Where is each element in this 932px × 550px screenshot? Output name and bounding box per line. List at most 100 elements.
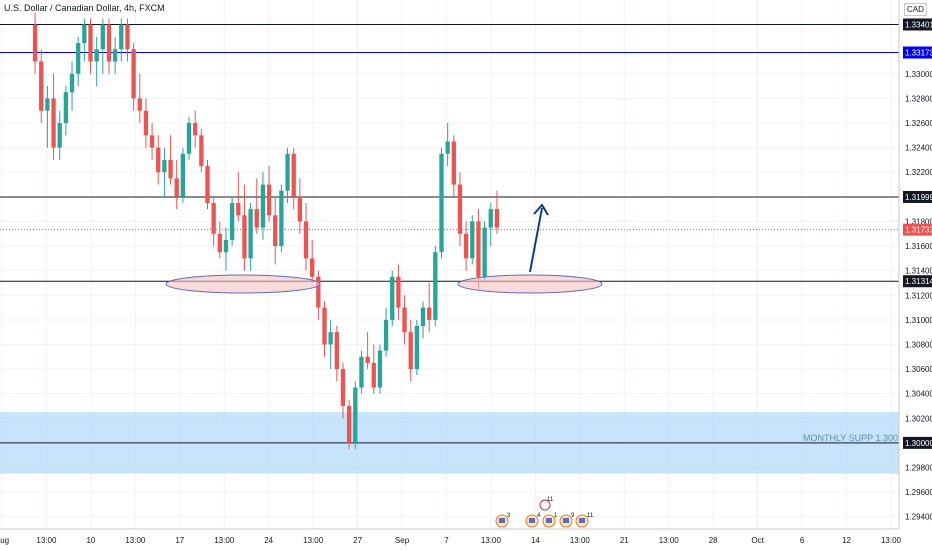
candle[interactable]	[119, 18, 124, 62]
candle[interactable]	[291, 147, 296, 210]
candle[interactable]	[414, 319, 420, 376]
candle[interactable]	[482, 221, 487, 283]
candle[interactable]	[359, 350, 364, 394]
economic-event-icon[interactable]: 9	[559, 513, 575, 528]
candle[interactable]	[316, 270, 321, 320]
candle[interactable]	[390, 270, 395, 327]
candle-body	[433, 252, 438, 320]
candle[interactable]	[334, 326, 339, 382]
candle[interactable]	[439, 147, 444, 259]
economic-event-icon[interactable]: 4	[525, 513, 541, 528]
candle[interactable]	[254, 178, 259, 234]
candle[interactable]	[402, 295, 407, 345]
economic-event-icon[interactable]: 11	[539, 497, 554, 511]
candle[interactable]	[143, 98, 149, 148]
candle[interactable]	[32, 12, 38, 74]
currency-label[interactable]: CAD	[904, 3, 927, 16]
candle[interactable]	[353, 381, 358, 450]
price-level-tag	[903, 436, 932, 449]
candle[interactable]	[229, 196, 235, 247]
price-tick-label: 1.30600	[905, 365, 932, 374]
price-axis[interactable]: 1.334001.330001.328001.326001.324001.322…	[903, 18, 932, 522]
economic-event-icon[interactable]: 11	[575, 513, 594, 528]
candle[interactable]	[260, 172, 266, 240]
candle[interactable]	[94, 36, 99, 87]
time-tick-label: Aug	[0, 536, 9, 545]
support-ellipse-left[interactable]	[165, 274, 321, 294]
candle[interactable]	[39, 49, 44, 124]
time-tick-label: 13:00	[214, 536, 235, 545]
economic-event-icon[interactable]: 1	[542, 513, 558, 528]
candle[interactable]	[156, 135, 161, 185]
time-axis[interactable]: Aug 13:00 10 13:00 17 13:00 24 13:00 27 Sep 7 13:00…	[0, 536, 902, 545]
candle[interactable]	[205, 159, 210, 210]
candle[interactable]	[149, 123, 155, 160]
time-tick-label: 13:00	[881, 536, 902, 545]
candle[interactable]	[488, 202, 493, 247]
candle[interactable]	[433, 246, 438, 327]
candle[interactable]	[396, 264, 401, 320]
candle[interactable]	[427, 282, 432, 333]
candle[interactable]	[285, 147, 290, 203]
event-markers[interactable]: 3 4 1 9 11 11	[495, 497, 594, 528]
candle[interactable]	[476, 209, 481, 290]
candle[interactable]	[279, 184, 284, 253]
candle[interactable]	[174, 159, 179, 210]
candle-body	[223, 239, 229, 253]
candle[interactable]	[51, 73, 56, 160]
up-arrow-annotation[interactable]	[529, 203, 549, 273]
candle[interactable]	[445, 123, 450, 167]
candle[interactable]	[162, 147, 167, 197]
candle[interactable]	[168, 135, 173, 185]
candle[interactable]	[457, 172, 463, 247]
candle[interactable]	[322, 301, 327, 357]
candle[interactable]	[112, 36, 118, 74]
candle[interactable]	[310, 239, 315, 283]
candle[interactable]	[106, 18, 112, 74]
candle[interactable]	[76, 36, 81, 87]
candle[interactable]	[223, 227, 229, 271]
candle[interactable]	[297, 178, 303, 234]
candle[interactable]	[303, 202, 309, 271]
candle[interactable]	[193, 110, 198, 148]
candle[interactable]	[494, 190, 500, 234]
price-tick-label: 1.33000	[905, 70, 932, 79]
candle[interactable]	[377, 344, 383, 394]
economic-event-icon[interactable]: 3	[495, 513, 511, 528]
candle[interactable]	[82, 18, 87, 62]
candle[interactable]	[463, 221, 469, 271]
candle[interactable]	[69, 61, 75, 111]
candle[interactable]	[273, 196, 278, 265]
candle[interactable]	[328, 319, 333, 370]
candle[interactable]	[186, 116, 192, 160]
candle[interactable]	[451, 135, 456, 197]
candle[interactable]	[131, 43, 136, 111]
candle[interactable]	[248, 202, 253, 271]
candle[interactable]	[365, 332, 370, 370]
candle[interactable]	[383, 307, 389, 357]
candle[interactable]	[100, 18, 105, 74]
candle[interactable]	[408, 319, 413, 382]
candle[interactable]	[88, 18, 93, 74]
candle[interactable]	[45, 86, 50, 148]
candle[interactable]	[125, 18, 130, 62]
candle[interactable]	[217, 221, 222, 259]
candle[interactable]	[236, 172, 241, 222]
candle[interactable]	[340, 362, 346, 419]
candle[interactable]	[266, 166, 272, 222]
candle[interactable]	[346, 399, 352, 450]
candle[interactable]	[180, 147, 186, 203]
candle[interactable]	[420, 301, 426, 339]
candle[interactable]	[470, 215, 475, 265]
candle[interactable]	[371, 344, 376, 394]
support-ellipse-right[interactable]	[457, 274, 603, 294]
candle[interactable]	[199, 129, 204, 173]
candle[interactable]	[211, 196, 216, 247]
candle[interactable]	[242, 184, 247, 271]
candle[interactable]	[137, 73, 142, 124]
time-tick-label: 13:00	[303, 536, 324, 545]
candle-body	[346, 405, 352, 443]
candle[interactable]	[63, 86, 69, 136]
candle[interactable]	[57, 110, 62, 160]
